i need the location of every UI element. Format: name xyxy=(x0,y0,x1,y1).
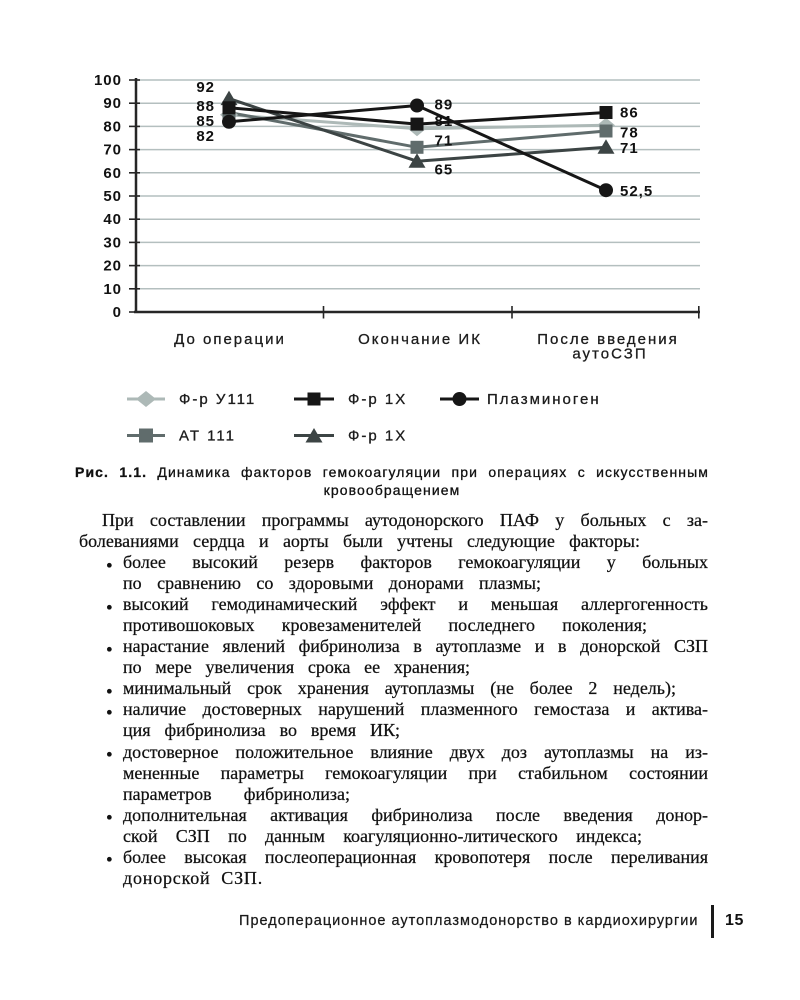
svg-text:аутоСЗП: аутоСЗП xyxy=(572,346,647,363)
svg-text:85: 85 xyxy=(196,113,215,130)
svg-text:Ф-р 1Х: Ф-р 1Х xyxy=(348,428,407,445)
svg-text:65: 65 xyxy=(435,162,454,179)
svg-text:Окончание ИК: Окончание ИК xyxy=(358,331,482,348)
svg-text:100: 100 xyxy=(94,72,122,89)
svg-text:40: 40 xyxy=(103,211,122,228)
svg-text:81: 81 xyxy=(435,113,454,130)
svg-text:30: 30 xyxy=(103,234,122,251)
svg-text:50: 50 xyxy=(103,188,122,205)
svg-text:88: 88 xyxy=(196,98,215,115)
svg-text:Ф-р 1Х: Ф-р 1Х xyxy=(348,391,407,408)
svg-text:Плазминоген: Плазминоген xyxy=(487,391,601,408)
svg-text:0: 0 xyxy=(113,304,122,321)
svg-text:Ф-р У111: Ф-р У111 xyxy=(179,391,256,408)
svg-text:До операции: До операции xyxy=(174,331,286,348)
svg-text:52,5: 52,5 xyxy=(620,183,653,200)
svg-text:70: 70 xyxy=(103,142,122,159)
svg-text:90: 90 xyxy=(103,95,122,112)
svg-text:60: 60 xyxy=(103,165,122,182)
svg-text:20: 20 xyxy=(103,258,122,275)
svg-text:АТ 111: АТ 111 xyxy=(179,428,236,445)
svg-text:71: 71 xyxy=(435,133,454,150)
svg-text:10: 10 xyxy=(103,281,122,298)
svg-text:89: 89 xyxy=(435,97,454,114)
svg-text:82: 82 xyxy=(196,128,215,145)
svg-text:После введения: После введения xyxy=(537,331,679,348)
svg-text:71: 71 xyxy=(620,140,639,157)
svg-text:86: 86 xyxy=(620,105,639,122)
svg-text:80: 80 xyxy=(103,118,122,135)
svg-text:78: 78 xyxy=(620,125,639,142)
svg-text:92: 92 xyxy=(196,79,215,96)
